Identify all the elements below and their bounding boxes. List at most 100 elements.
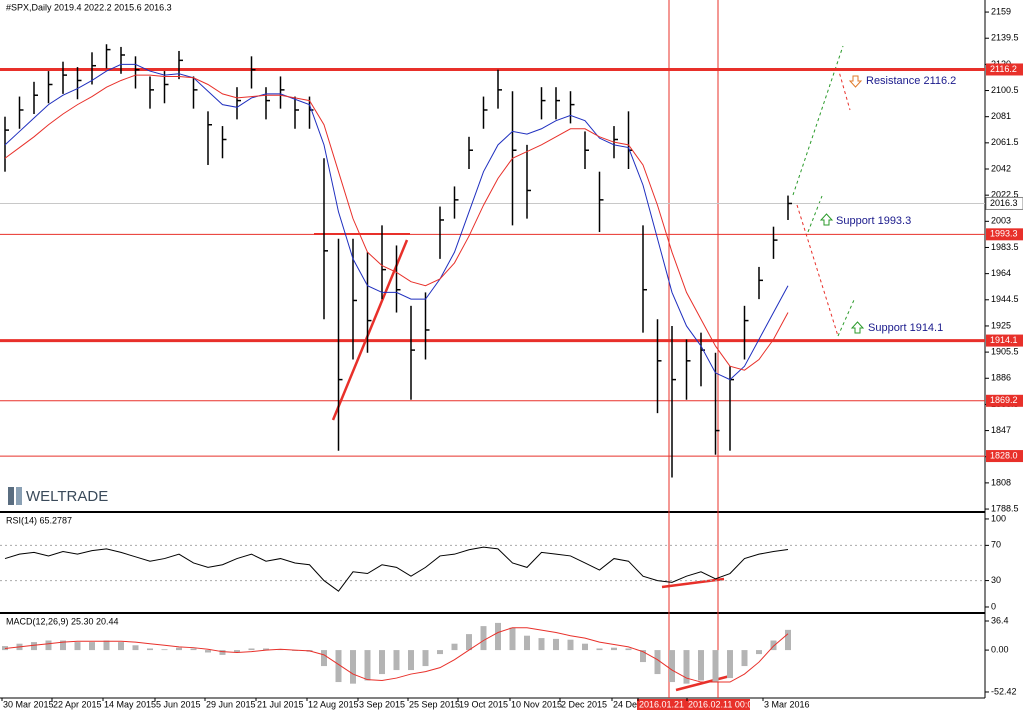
- current-price-box: [985, 196, 1023, 210]
- current-price-label: 2016.3: [990, 198, 1018, 208]
- y-tick-label: 2061.5: [991, 137, 1019, 147]
- macd-histogram-bar: [422, 650, 429, 667]
- y-tick-label: 1847: [991, 425, 1011, 435]
- x-tick-label: 10 Nov 2015: [511, 699, 562, 709]
- rsi-tick-label: 30: [991, 575, 1001, 585]
- y-tick-label: 2139.5: [991, 33, 1019, 43]
- macd-histogram-bar: [698, 650, 704, 681]
- macd-histogram-bar: [712, 650, 719, 683]
- level-label: 1914.1: [990, 335, 1018, 345]
- macd-histogram-bar: [683, 650, 690, 684]
- macd-histogram-bar: [727, 650, 733, 679]
- macd-histogram-bar: [132, 645, 139, 651]
- x-tick-label: 22 Apr 2015: [53, 699, 102, 709]
- y-tick-label: 1905.5: [991, 346, 1019, 356]
- macd-histogram-bar: [234, 650, 240, 653]
- y-tick-label: 2081: [991, 111, 1011, 121]
- macd-divergence: [675, 674, 731, 692]
- macd-histogram-bar: [89, 642, 95, 651]
- y-tick-label: 2100.5: [991, 85, 1019, 95]
- macd-histogram-bar: [509, 627, 516, 651]
- macd-histogram-bar: [625, 648, 632, 651]
- rsi-divergence: [661, 577, 725, 589]
- level-label: 1828.0: [990, 450, 1018, 460]
- rsi-title: RSI(14) 65.2787: [6, 515, 72, 525]
- macd-histogram-bar: [611, 647, 617, 651]
- level-box: [986, 450, 1023, 463]
- y-tick-label: 2042: [991, 163, 1011, 173]
- macd-histogram-bar: [74, 642, 81, 651]
- x-tick-label: 5 Jun 2015: [156, 699, 201, 709]
- macd-histogram-bar: [741, 650, 748, 667]
- y-tick-label: 1983.5: [991, 242, 1019, 252]
- moving-average: [4, 74, 789, 371]
- macd-histogram-bar: [161, 649, 168, 651]
- level-box: [986, 394, 1023, 407]
- level-box: [986, 63, 1023, 76]
- annotation: Resistance 2116.2: [866, 75, 956, 87]
- macd-histogram-bar: [756, 650, 762, 655]
- moving-average: [4, 63, 789, 381]
- macd-histogram-bar: [640, 650, 646, 663]
- x-tick-label: 2016.01.21 00:00: [639, 699, 709, 709]
- rsi-line: [4, 546, 789, 592]
- x-tick-label: 12 Aug 2015: [308, 699, 359, 709]
- level-label: 2116.2: [990, 64, 1017, 74]
- macd-histogram-bar: [524, 635, 530, 651]
- macd-histogram-bar: [31, 642, 37, 651]
- rsi-tick-label: 0: [991, 601, 996, 611]
- macd-tick-label: 0.00: [991, 644, 1009, 654]
- macd-histogram-bar: [596, 648, 603, 651]
- rsi-tick-label: 100: [991, 513, 1006, 523]
- macd-histogram-bar: [176, 647, 182, 651]
- y-tick-label: 1886: [991, 373, 1011, 383]
- y-tick-label: 1944.5: [991, 294, 1019, 304]
- y-tick-label: 1788.5: [991, 503, 1019, 513]
- macd-histogram-bar: [335, 650, 342, 683]
- rsi-tick-label: 70: [991, 540, 1001, 550]
- forecast-line: [807, 195, 823, 233]
- x-tick-label: 29 Jun 2015: [206, 699, 256, 709]
- macd-histogram-bar: [495, 622, 501, 651]
- macd-histogram-bar: [118, 642, 124, 651]
- macd-histogram-bar: [437, 650, 443, 655]
- forecast-line: [792, 45, 844, 196]
- up-arrow-icon: [819, 213, 834, 226]
- level-box: [986, 334, 1023, 347]
- macd-histogram-bar: [248, 648, 255, 651]
- macd-histogram-bar: [553, 638, 559, 651]
- macd-signal: [4, 627, 789, 683]
- logo: WELTRADE: [8, 487, 108, 505]
- macd-histogram-bar: [480, 626, 487, 651]
- x-tick-label: 14 May 2015: [104, 699, 156, 709]
- annotation: Support 1993.3: [836, 215, 911, 227]
- macd-histogram-bar: [451, 643, 458, 651]
- macd-histogram-bar: [654, 650, 661, 675]
- macd-histogram-bar: [538, 638, 545, 651]
- macd-histogram-bar: [582, 643, 588, 651]
- macd-histogram-bar: [364, 650, 371, 681]
- macd-histogram-bar: [321, 650, 327, 667]
- level-label: 1869.2: [990, 395, 1018, 405]
- macd-histogram-bar: [147, 648, 153, 651]
- macd-tick-label: -52.42: [991, 686, 1017, 696]
- time-marker-box: [686, 699, 750, 710]
- annotation: Support 1914.1: [868, 322, 943, 334]
- macd-histogram-bar: [190, 648, 197, 651]
- down-arrow-icon: [848, 75, 863, 88]
- macd-histogram-bar: [770, 640, 777, 651]
- x-tick-label: 30 Mar 2015: [3, 699, 54, 709]
- y-tick-label: 1964: [991, 268, 1011, 278]
- y-tick-label: 1808: [991, 477, 1011, 487]
- x-tick-label: 3 Mar 2016: [764, 699, 810, 709]
- y-tick-label: 2022.5: [991, 190, 1019, 200]
- macd-histogram-bar: [785, 629, 791, 651]
- x-tick-label: 19 Oct 2015: [459, 699, 508, 709]
- forecast-line: [837, 67, 851, 111]
- macd-histogram-bar: [263, 648, 269, 651]
- x-tick-label: 2 Dec 2015: [561, 699, 607, 709]
- x-tick-label: 3 Sep 2015: [359, 699, 405, 709]
- trendline: [331, 239, 409, 421]
- x-tick-label: 2016.02.11 00:00: [688, 699, 757, 709]
